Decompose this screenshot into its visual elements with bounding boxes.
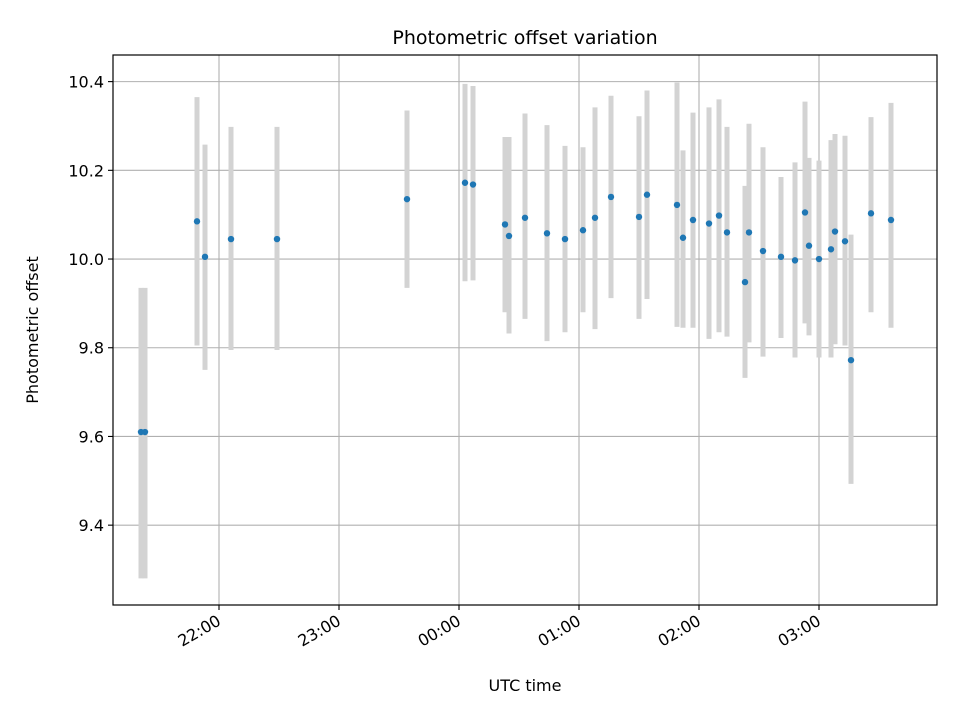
y-tick-label: 10.2 bbox=[68, 161, 104, 180]
data-point bbox=[741, 278, 749, 286]
data-point bbox=[689, 216, 697, 224]
data-point bbox=[745, 229, 753, 236]
data-point bbox=[591, 214, 599, 221]
y-tick-label: 9.8 bbox=[79, 339, 104, 358]
data-point bbox=[791, 257, 799, 264]
data-point bbox=[521, 214, 529, 221]
y-tick-label: 10.4 bbox=[68, 73, 104, 92]
data-point bbox=[805, 242, 813, 249]
data-point bbox=[815, 255, 823, 263]
data-point bbox=[201, 253, 209, 261]
data-point bbox=[887, 216, 895, 224]
chart-title: Photometric offset variation bbox=[392, 27, 657, 49]
data-point bbox=[759, 247, 767, 255]
data-point bbox=[505, 232, 513, 240]
data-point bbox=[469, 181, 477, 188]
data-point bbox=[561, 235, 569, 243]
y-axis-title: Photometric offset bbox=[23, 256, 42, 404]
data-point bbox=[831, 228, 839, 235]
plot-area-frame bbox=[112, 54, 938, 606]
data-point bbox=[673, 201, 681, 209]
data-point bbox=[847, 356, 855, 364]
data-point bbox=[723, 229, 731, 236]
point-layer bbox=[137, 179, 895, 436]
data-point bbox=[827, 246, 835, 253]
data-point bbox=[777, 253, 785, 261]
data-point bbox=[607, 193, 615, 201]
data-point bbox=[461, 179, 469, 186]
data-point bbox=[867, 210, 875, 217]
data-point bbox=[635, 213, 643, 221]
data-point bbox=[579, 227, 587, 234]
data-point bbox=[193, 218, 201, 225]
data-point bbox=[403, 195, 411, 203]
data-point bbox=[715, 212, 723, 219]
data-point bbox=[643, 191, 651, 198]
data-point bbox=[273, 235, 281, 243]
data-point bbox=[227, 235, 235, 243]
y-tick-label: 9.4 bbox=[79, 516, 104, 535]
data-point bbox=[705, 220, 713, 227]
data-point bbox=[841, 238, 849, 245]
data-point bbox=[801, 209, 809, 216]
data-point bbox=[543, 230, 551, 237]
data-point bbox=[141, 428, 149, 436]
data-point bbox=[679, 234, 687, 241]
data-point bbox=[501, 221, 509, 228]
y-tick-label: 10.0 bbox=[68, 250, 104, 269]
x-axis-title: UTC time bbox=[489, 676, 562, 695]
y-tick-label: 9.6 bbox=[79, 427, 104, 446]
